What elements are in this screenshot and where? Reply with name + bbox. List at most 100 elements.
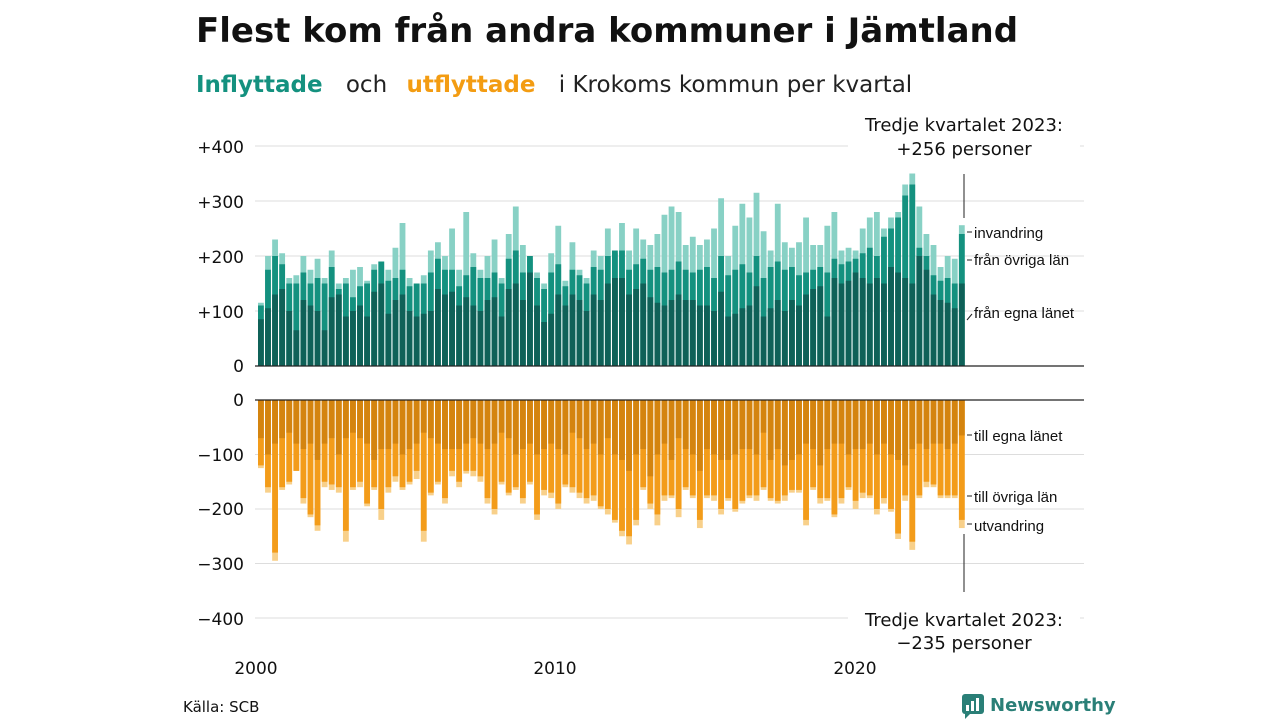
inflow-own-county-bar — [668, 300, 675, 366]
inflow-own-county-bar — [350, 311, 356, 366]
outflow-own-county-bar — [456, 400, 463, 450]
subtitle-rest: i Krokoms kommun per kvartal — [559, 72, 912, 98]
inflow-own-county-bar — [852, 272, 859, 366]
outflow-own-county-bar — [647, 400, 654, 477]
outflow-other-counties-bar — [633, 400, 640, 520]
outflow-other-counties-bar — [916, 400, 923, 496]
inflow-own-county-bar — [689, 300, 696, 366]
outflow-other-counties-bar — [491, 400, 498, 509]
inflow-own-county-bar — [789, 300, 795, 366]
outflow-other-counties-bar — [654, 400, 661, 515]
outflow-own-county-bar — [583, 400, 590, 450]
inflow-own-county-bar — [612, 278, 618, 366]
outflow-own-county-bar — [534, 400, 540, 455]
inflow-own-county-bar — [335, 294, 342, 366]
y-tick-label: −400 — [197, 610, 244, 630]
inflow-own-county-bar — [406, 311, 413, 366]
inflow-own-county-bar — [767, 308, 774, 366]
inflow-own-county-bar — [484, 300, 491, 366]
outflow-own-county-bar — [909, 400, 916, 450]
inflow-own-county-bar — [470, 305, 477, 366]
outflow-own-county-bar — [272, 400, 278, 444]
inflow-own-county-bar — [548, 313, 555, 366]
inflow-own-county-bar — [569, 294, 576, 366]
outflow-own-county-bar — [895, 400, 902, 460]
x-tick-label: 2000 — [234, 659, 277, 679]
legend-invandring: invandring — [974, 225, 1043, 242]
outflow-own-county-bar — [385, 400, 392, 450]
outflow-own-county-bar — [527, 400, 533, 444]
inflow-own-county-bar — [357, 305, 363, 366]
inflow-own-county-bar — [342, 316, 349, 366]
inflow-own-county-bar — [909, 283, 916, 366]
outflow-own-county-bar — [293, 400, 300, 444]
outflow-other-counties-bar — [350, 400, 356, 488]
inflow-own-county-bar — [796, 305, 802, 366]
inflow-own-county-bar — [265, 308, 271, 366]
inflow-own-county-bar — [810, 289, 817, 366]
inflow-own-county-bar — [378, 283, 385, 366]
inflow-own-county-bar — [711, 311, 717, 366]
inflow-own-county-bar — [739, 308, 746, 366]
legend-till-ovriga-lan: till övriga län — [974, 489, 1057, 506]
subtitle-och: och — [346, 72, 387, 98]
y-ticks-bottom: 0 −100 −200 −300 −400 — [197, 391, 244, 630]
annotation-top-line2: +256 personer — [896, 139, 1032, 160]
annotation-top: Tredje kvartalet 2023: +256 personer — [848, 112, 1080, 218]
inflow-own-county-bar — [442, 294, 448, 366]
inflow-own-county-bar — [873, 278, 880, 366]
inflow-own-county-bar — [916, 256, 923, 366]
inflow-own-county-bar — [321, 330, 328, 366]
inflow-own-county-bar — [498, 316, 505, 366]
inflow-own-county-bar — [725, 316, 732, 366]
outflow-own-county-bar — [796, 400, 802, 455]
outflow-own-county-bar — [541, 400, 548, 450]
y-tick-label: +400 — [197, 138, 244, 158]
inflow-own-county-bar — [774, 300, 781, 366]
inflow-own-county-bar — [435, 289, 441, 366]
outflow-own-county-bar — [619, 400, 625, 460]
annotation-bottom-line2: −235 personer — [896, 633, 1032, 654]
outflow-other-counties-bar — [548, 400, 555, 493]
y-tick-label: +300 — [197, 193, 244, 213]
inflow-own-county-bar — [831, 278, 838, 366]
outflow-own-county-bar — [803, 400, 809, 444]
inflow-own-county-bar — [704, 305, 710, 366]
inflow-own-county-bar — [279, 289, 286, 366]
outflow-other-counties-bar — [909, 400, 916, 542]
outflow-own-county-bar — [463, 400, 470, 444]
outflow-own-county-bar — [767, 400, 774, 460]
x-ticks: 2000 2010 2020 — [234, 659, 876, 679]
y-tick-label: −100 — [197, 446, 244, 466]
outflow-other-counties-bar — [831, 400, 838, 515]
outflow-own-county-bar — [477, 400, 484, 444]
inflow-own-county-bar — [675, 294, 682, 366]
inflow-own-county-bar — [413, 316, 420, 366]
outflow-own-county-bar — [696, 400, 703, 471]
outflow-own-county-bar — [449, 400, 455, 450]
outflow-other-counties-bar — [534, 400, 540, 515]
outflow-other-counties-bar — [619, 400, 625, 531]
outflow-own-county-bar — [350, 400, 356, 433]
outflow-other-counties-bar — [569, 400, 576, 488]
y-tick-label: +100 — [197, 303, 244, 323]
outflow-bars — [258, 400, 965, 561]
inflow-own-county-bar — [746, 305, 753, 366]
outflow-own-county-bar — [817, 400, 824, 466]
annotation-bottom-bg — [848, 604, 1080, 652]
outflow-other-counties-bar — [279, 400, 286, 488]
inflow-own-county-bar — [647, 297, 654, 366]
outflow-other-counties-bar — [314, 400, 321, 526]
inflow-own-county-bar — [845, 280, 852, 366]
outflow-other-counties-bar — [427, 400, 434, 493]
inflow-other-counties-bar — [293, 283, 300, 366]
outflow-other-counties-bar — [378, 400, 385, 509]
outflow-own-county-bar — [746, 400, 753, 450]
inflow-own-county-bar — [640, 283, 647, 366]
outflow-own-county-bar — [420, 400, 427, 433]
inflow-own-county-bar — [314, 311, 321, 366]
outflow-own-county-bar — [633, 400, 640, 455]
inflow-own-county-bar — [519, 300, 526, 366]
outflow-own-county-bar — [328, 400, 335, 439]
